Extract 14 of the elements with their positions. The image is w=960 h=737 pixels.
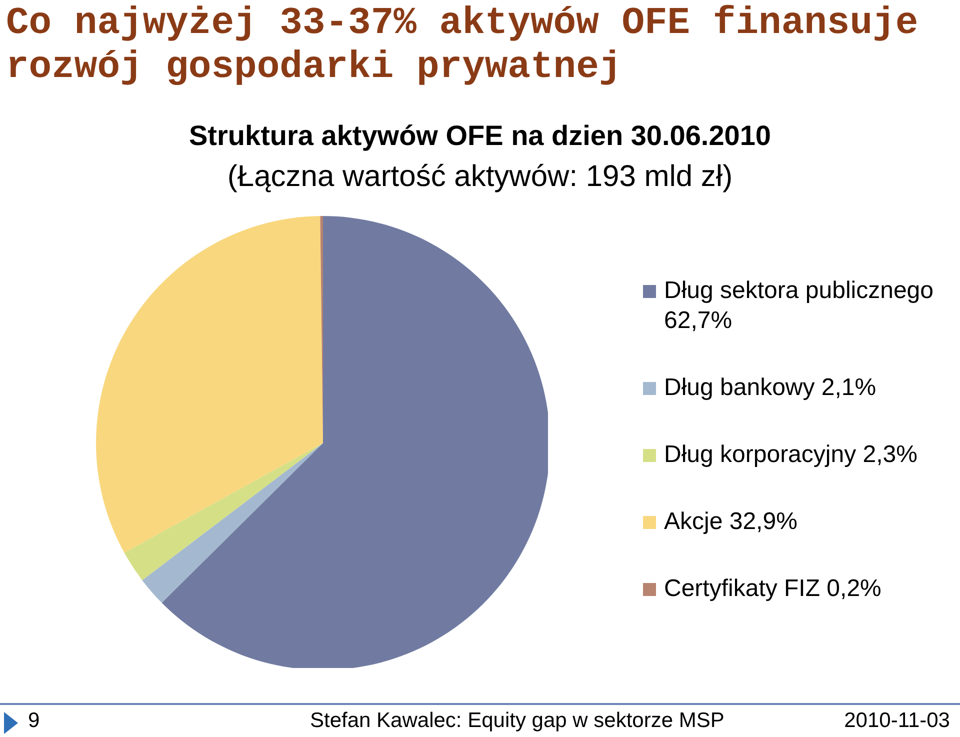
pie-slice — [124, 443, 323, 580]
pie-slice — [142, 443, 323, 603]
legend-label: Dług korporacyjny 2,3% — [664, 440, 918, 470]
chart-subtitle: Struktura aktywów OFE na dzien 30.06.2010 (Łączna wartość aktywów: 193 mld zł) — [188, 120, 772, 194]
legend-label: Dług sektora publicznego 62,7% — [664, 276, 934, 336]
pie-slice — [162, 216, 548, 668]
text: 9 — [28, 709, 40, 733]
legend-label: Dług bankowy 2,1% — [664, 373, 876, 403]
pie-slice — [96, 216, 323, 553]
text: Stefan Kawalec: Equity gap w sektorze MSP — [310, 709, 724, 733]
chart-title: Co najwyżej 33-37% aktywów OFE finansuje rozwój gospodarki prywatnej — [6, 2, 920, 90]
legend-label: Certyfikaty FIZ 0,2% — [664, 574, 882, 604]
text: 2010-11-03 — [844, 709, 950, 733]
legend-label: Akcje 32,9% — [664, 507, 798, 537]
